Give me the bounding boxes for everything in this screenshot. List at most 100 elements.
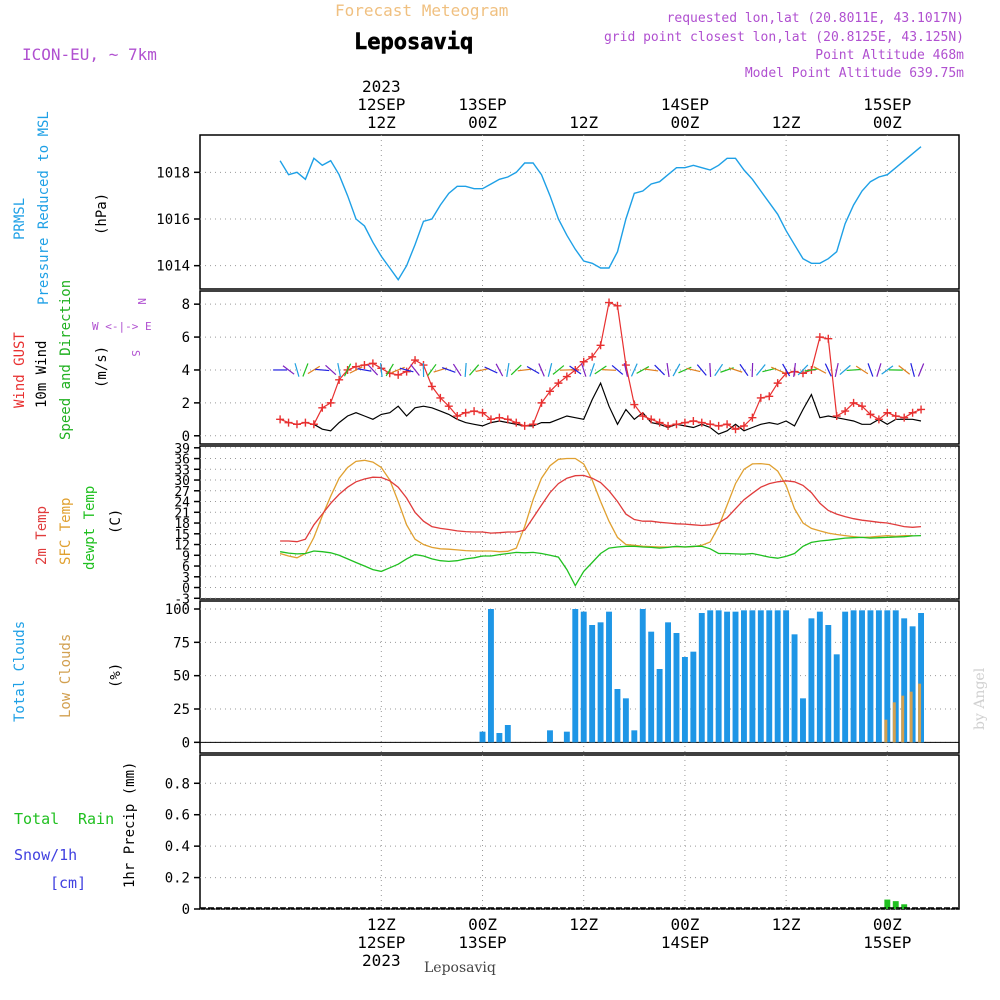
total-cloud-bar	[825, 625, 832, 743]
model-point-altitude: Model Point Altitude 639.75m	[745, 66, 964, 81]
wind-gust-marker	[292, 420, 301, 429]
wind-gust-marker	[756, 393, 765, 402]
wind-direction-arrow	[517, 368, 532, 372]
y-tick-label: 100	[165, 602, 190, 618]
total-cloud-bar	[681, 657, 688, 743]
wind-gust-marker	[284, 418, 293, 427]
wind-gust-marker	[411, 356, 420, 365]
wind-gust-marker	[394, 370, 403, 379]
total-cloud-bar	[479, 731, 486, 743]
wind-direction-arrow	[282, 365, 295, 375]
wind-gust-marker	[309, 420, 318, 429]
y-tick-label: 24	[174, 496, 190, 511]
top-time-label: 12Z	[569, 113, 598, 132]
total-cloud-bar	[859, 610, 865, 743]
total-cloud-bar	[875, 610, 882, 743]
wind-direction-arrow	[510, 364, 522, 376]
wind-direction-arrow	[391, 366, 405, 374]
top-time-label: 13SEP	[458, 95, 506, 114]
wind-direction-arrow	[367, 364, 379, 376]
y-tick-label: 12	[174, 539, 190, 554]
wind-gust-marker	[529, 420, 538, 429]
wind-gust-marker	[773, 379, 782, 388]
total-cloud-bar	[648, 631, 655, 743]
y-tick-label: 15	[174, 528, 190, 543]
compass-we: W <-|-> E	[92, 320, 152, 333]
temp-2m-line	[280, 474, 922, 543]
low-cloud-bar	[892, 702, 896, 743]
total-cloud-bar	[698, 613, 705, 743]
wind-direction-arrow	[824, 363, 832, 377]
wind-direction-arrow	[506, 362, 510, 377]
wind-direction-arrow	[547, 363, 553, 377]
y-tick-label: 39	[174, 442, 190, 457]
wind-direction-arrow	[630, 363, 638, 377]
snow-unit-label: [cm]	[50, 874, 86, 892]
wind-direction-arrow	[452, 363, 462, 377]
wind-direction-arrow	[834, 362, 839, 377]
wind-direction-arrow	[343, 363, 352, 377]
total-cloud-bar	[892, 610, 899, 743]
wind-gust-marker	[545, 387, 554, 396]
wind-direction-arrow	[526, 365, 540, 374]
top-time-label: 12SEP	[357, 95, 405, 114]
rain-bar	[892, 901, 899, 909]
wind-gust-marker	[554, 379, 563, 388]
sfc-temp-line	[279, 457, 913, 559]
celsius-unit-label: (C)	[108, 509, 124, 534]
total-cloud-bar	[816, 611, 823, 743]
wind-gust-marker	[276, 415, 285, 424]
total-cloud-bar	[580, 611, 587, 743]
total-cloud-bar	[563, 731, 570, 743]
bottom-time-label: 14SEP	[661, 933, 709, 952]
2m-temp-label: 2m Temp	[34, 506, 50, 565]
wind-gust-marker	[832, 412, 841, 421]
wind-gust-marker	[360, 361, 369, 370]
10m-wind-label: 10m Wind	[34, 341, 50, 408]
wind-gust-marker	[453, 412, 462, 421]
total-cloud-bar	[757, 610, 764, 743]
grid-lines	[200, 135, 959, 910]
y-tick-label: 1014	[156, 259, 190, 275]
wind-gust-marker	[495, 413, 504, 422]
credit-watermark: by Angel	[972, 667, 988, 730]
wind-direction-arrow	[855, 365, 869, 375]
y-tick-label: 0.2	[165, 871, 190, 887]
wind-direction-arrow	[302, 363, 309, 377]
total-cloud-bar	[918, 613, 925, 743]
wind-direction-arrow	[804, 368, 819, 372]
wind-gust-marker	[917, 405, 926, 414]
wind-direction-arrow	[755, 364, 766, 376]
rain-label: Rain	[78, 810, 114, 828]
wind-direction-arrow	[427, 363, 437, 376]
wind-direction-arrow	[782, 363, 791, 377]
total-cloud-bar	[589, 625, 596, 743]
wind-direction-arrow	[654, 364, 665, 376]
y-tick-label: 21	[174, 506, 190, 521]
wind-direction-arrow	[839, 364, 851, 376]
wind-gust-marker	[520, 421, 529, 430]
total-cloud-bar	[791, 634, 798, 743]
clouds-panel	[199, 600, 960, 754]
wind-gust-marker	[874, 415, 883, 424]
top-time-label: 14SEP	[661, 95, 709, 114]
top-time-label: 00Z	[670, 113, 699, 132]
wind-direction-arrow	[917, 363, 925, 377]
top-time-label: 12Z	[367, 113, 396, 132]
wind-gust-marker	[841, 407, 850, 416]
wind-direction-arrow	[910, 363, 916, 377]
y-tick-label: 36	[174, 453, 190, 468]
y-tick-label: 33	[174, 463, 190, 478]
wind-gust-marker	[596, 341, 605, 350]
snow-label: Snow/1h	[14, 846, 77, 864]
wind-gust-marker	[647, 415, 656, 424]
total-clouds-label: Total Clouds	[12, 621, 28, 722]
bottom-time-label: 00Z	[873, 915, 902, 934]
total-cloud-bar	[665, 622, 672, 743]
y-tick-label: 0	[182, 582, 190, 597]
total-cloud-bar	[597, 622, 604, 743]
wind-gust-marker	[630, 400, 639, 409]
low-cloud-bar	[884, 719, 888, 743]
top-time-label: 12Z	[772, 113, 801, 132]
